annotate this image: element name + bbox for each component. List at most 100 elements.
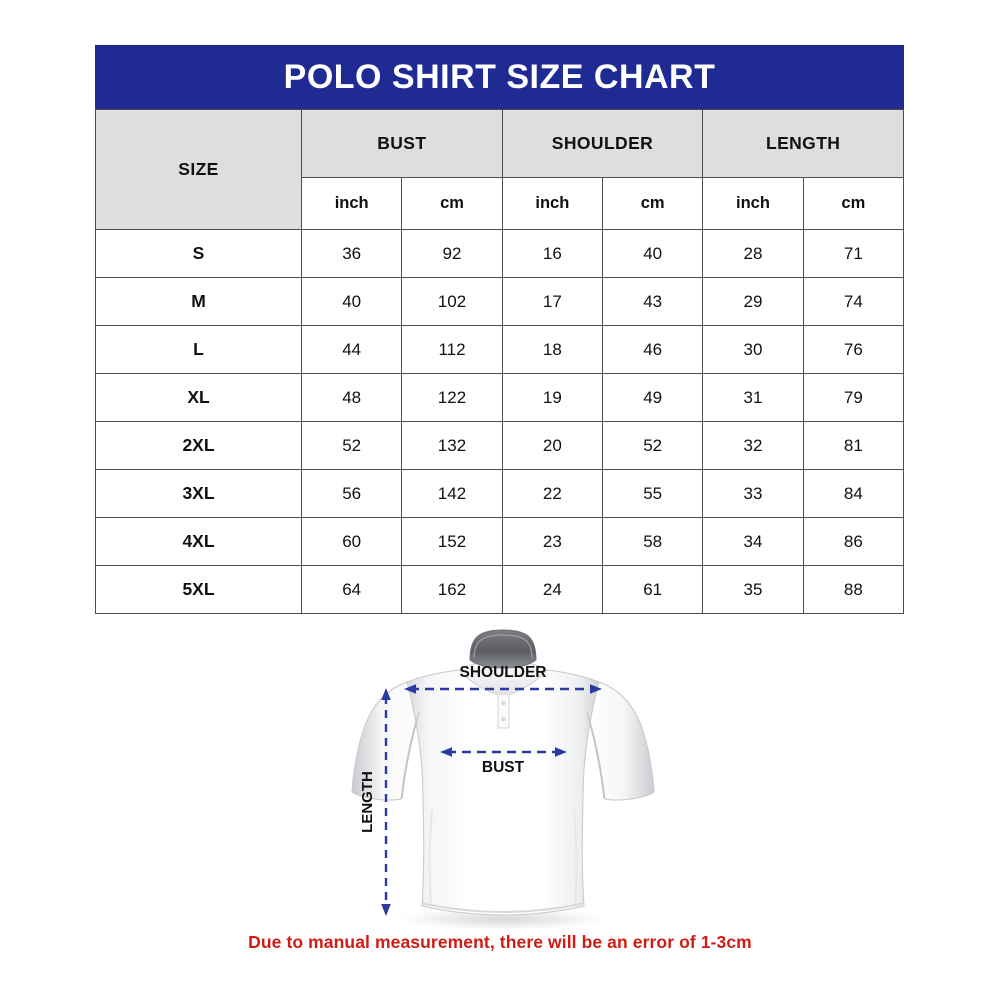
length-label: LENGTH	[359, 771, 376, 833]
polo-shirt-illustration: SHOULDER BUST LENGTH	[351, 629, 655, 930]
size-chart-table: POLO SHIRT SIZE CHART SIZE BUST SHOULDER…	[94, 45, 905, 614]
cell-shoulder-cm: 52	[601, 421, 704, 470]
cell-length-inch: 32	[702, 421, 804, 470]
unit-header-length-inch: inch	[702, 177, 804, 230]
shirt-right-sleeve	[586, 681, 655, 801]
cell-size: L	[95, 325, 302, 374]
bust-arrow-left	[440, 747, 452, 757]
cell-shoulder-cm: 46	[601, 325, 704, 374]
cell-length-inch: 29	[702, 277, 804, 326]
cell-bust-cm: 92	[401, 229, 503, 278]
column-header-bust: BUST	[301, 109, 503, 178]
shirt-button-bottom	[501, 717, 506, 722]
cell-bust-cm: 162	[401, 565, 503, 614]
shoulder-arrow-right	[590, 684, 602, 694]
shirt-right-armhole-seam	[586, 711, 605, 800]
unit-header-shoulder-inch: inch	[501, 177, 603, 230]
table-row: S 36 92 16 40 28 71	[95, 229, 905, 278]
cell-shoulder-cm: 61	[601, 565, 704, 614]
cell-bust-inch: 48	[300, 373, 403, 422]
table-row: L 44 112 18 46 30 76	[95, 325, 905, 374]
page-title: POLO SHIRT SIZE CHART	[94, 45, 905, 110]
cell-bust-cm: 112	[401, 325, 503, 374]
cell-shoulder-inch: 20	[501, 421, 603, 470]
measurement-disclaimer: Due to manual measurement, there will be…	[248, 932, 752, 952]
group-header-row: SIZE BUST SHOULDER LENGTH	[95, 109, 905, 230]
shoulder-arrow-left	[404, 684, 416, 694]
unit-header-length-cm: cm	[802, 177, 905, 230]
table-row: 2XL 52 132 20 52 32 81	[95, 421, 905, 470]
bust-arrow-right	[555, 747, 567, 757]
length-arrow-top	[381, 688, 391, 700]
shirt-hem	[421, 902, 585, 914]
cell-bust-inch: 56	[300, 469, 403, 518]
column-header-length: LENGTH	[702, 109, 905, 178]
cell-length-cm: 88	[802, 565, 905, 614]
cell-bust-inch: 60	[300, 517, 403, 566]
cell-size: 2XL	[95, 421, 302, 470]
unit-header-row: inch cm inch cm inch cm	[96, 177, 905, 230]
cell-size: 4XL	[95, 517, 302, 566]
cell-length-cm: 84	[802, 469, 905, 518]
length-arrow-bottom	[381, 904, 391, 916]
shirt-body	[406, 667, 600, 916]
table-row: M 40 102 17 43 29 74	[95, 277, 905, 326]
cell-shoulder-inch: 22	[501, 469, 603, 518]
shirt-left-armhole-seam	[401, 711, 420, 800]
unit-header-bust-inch: inch	[300, 177, 403, 230]
column-header-shoulder: SHOULDER	[501, 109, 704, 178]
cell-shoulder-inch: 24	[501, 565, 603, 614]
cell-length-cm: 79	[802, 373, 905, 422]
cell-bust-inch: 64	[300, 565, 403, 614]
table-row: 4XL 60 152 23 58 34 86	[95, 517, 905, 566]
cell-bust-inch: 36	[300, 229, 403, 278]
cell-length-cm: 71	[802, 229, 905, 278]
cell-size: M	[95, 277, 302, 326]
bust-label: BUST	[482, 759, 525, 776]
cell-shoulder-cm: 49	[601, 373, 704, 422]
cell-size: XL	[95, 373, 302, 422]
measurement-diagram: SHOULDER BUST LENGTH	[0, 620, 1000, 930]
cell-shoulder-cm: 58	[601, 517, 704, 566]
cell-length-inch: 34	[702, 517, 804, 566]
table-row: 5XL 64 162 24 61 35 88	[95, 565, 905, 614]
shirt-placket	[497, 693, 510, 729]
cell-length-inch: 35	[702, 565, 804, 614]
cell-size: 3XL	[95, 469, 302, 518]
cell-length-cm: 74	[802, 277, 905, 326]
cell-shoulder-cm: 55	[601, 469, 704, 518]
table-row: XL 48 122 19 49 31 79	[95, 373, 905, 422]
cell-length-inch: 31	[702, 373, 804, 422]
cell-bust-inch: 40	[300, 277, 403, 326]
cell-shoulder-inch: 23	[501, 517, 603, 566]
shirt-left-fold	[428, 809, 433, 904]
cell-length-cm: 76	[802, 325, 905, 374]
cell-shoulder-inch: 18	[501, 325, 603, 374]
size-chart-container: POLO SHIRT SIZE CHART SIZE BUST SHOULDER…	[94, 45, 905, 614]
cell-bust-cm: 152	[401, 517, 503, 566]
cell-shoulder-cm: 40	[601, 229, 704, 278]
cell-length-cm: 81	[802, 421, 905, 470]
unit-header-bust-cm: cm	[401, 177, 503, 230]
unit-header-shoulder-cm: cm	[601, 177, 704, 230]
cell-bust-cm: 102	[401, 277, 503, 326]
cell-shoulder-inch: 16	[501, 229, 603, 278]
cell-size: S	[95, 229, 302, 278]
cell-shoulder-inch: 17	[501, 277, 603, 326]
shirt-button-top	[501, 701, 506, 706]
cell-size: 5XL	[95, 565, 302, 614]
chart-title-row: POLO SHIRT SIZE CHART	[94, 45, 905, 110]
shirt-collar-band	[469, 629, 537, 669]
cell-bust-cm: 132	[401, 421, 503, 470]
shirt-collar-highlight	[473, 634, 533, 659]
table-row: 3XL 56 142 22 55 33 84	[95, 469, 905, 518]
cell-length-cm: 86	[802, 517, 905, 566]
cell-bust-cm: 122	[401, 373, 503, 422]
cell-shoulder-inch: 19	[501, 373, 603, 422]
cell-length-inch: 30	[702, 325, 804, 374]
cell-bust-cm: 142	[401, 469, 503, 518]
cell-bust-inch: 44	[300, 325, 403, 374]
column-header-size: SIZE	[95, 109, 302, 230]
cell-length-inch: 33	[702, 469, 804, 518]
cell-length-inch: 28	[702, 229, 804, 278]
